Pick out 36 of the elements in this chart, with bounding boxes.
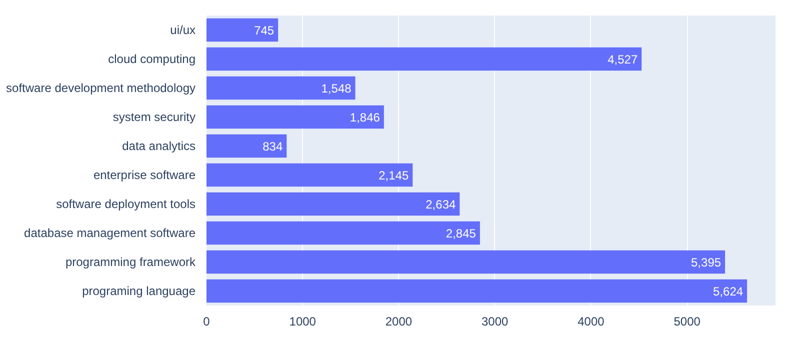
bar (206, 221, 480, 245)
y-tick-label: programing language (82, 284, 196, 298)
bar (206, 105, 384, 129)
bar (206, 250, 726, 274)
data-label: 2,845 (446, 226, 476, 240)
data-label: 2,145 (378, 168, 409, 182)
bar (206, 134, 287, 158)
bar (206, 279, 748, 303)
y-tick-label: software development methodology (6, 81, 196, 95)
data-label: 1,846 (350, 110, 380, 124)
y-tick-label: enterprise software (93, 168, 196, 182)
y-tick-label: programming framework (65, 255, 196, 269)
data-label: 2,634 (426, 198, 456, 212)
x-tick-label: 3000 (481, 314, 509, 328)
bar (206, 163, 413, 187)
data-label: 5,624 (713, 284, 744, 298)
y-tick-label: database management software (24, 226, 196, 240)
y-tick-label: ui/ux (170, 23, 196, 37)
data-label: 745 (254, 24, 274, 38)
y-tick-label: data analytics (122, 139, 196, 153)
x-tick-label: 2000 (385, 314, 412, 328)
y-tick-label: cloud computing (108, 52, 196, 66)
x-tick-label: 4000 (578, 314, 605, 328)
data-label: 1,548 (321, 82, 352, 96)
bar (206, 76, 356, 100)
y-tick-label: software deployment tools (56, 197, 196, 211)
data-label: 4,527 (608, 52, 638, 66)
x-tick-label: 0 (203, 314, 210, 328)
data-label: 834 (262, 140, 283, 154)
data-label: 5,395 (691, 256, 722, 270)
x-tick-label: 1000 (289, 314, 316, 328)
x-tick-label: 5000 (674, 314, 701, 328)
bar (206, 192, 460, 216)
y-tick-label: system security (112, 110, 196, 124)
bar (206, 47, 642, 71)
bar (206, 18, 278, 42)
